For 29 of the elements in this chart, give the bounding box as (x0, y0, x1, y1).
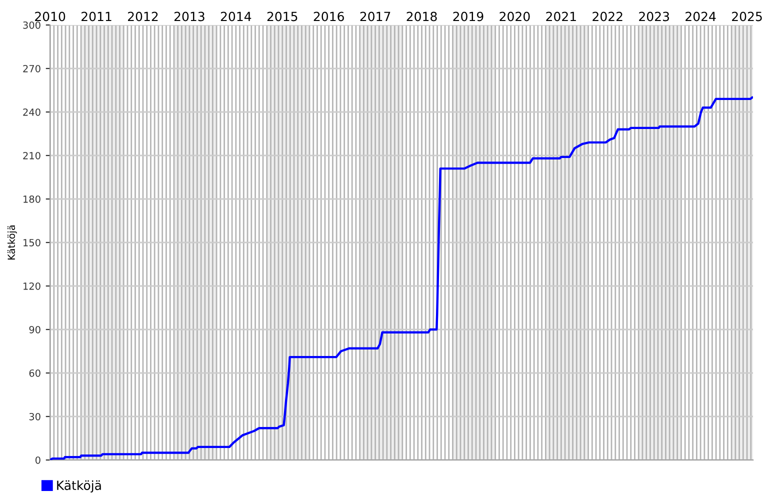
x-tick-label: 2016 (314, 12, 344, 22)
legend-label: Kätköjä (57, 480, 101, 492)
y-tick-label: 0 (35, 456, 40, 464)
x-tick-label: 2015 (267, 12, 298, 22)
x-tick-label: 2013 (174, 12, 204, 22)
x-tick-label: 2024 (686, 12, 716, 22)
y-tick-label: 300 (23, 21, 40, 29)
x-tick-label: 2017 (360, 12, 390, 22)
y-tick-label: 180 (24, 195, 40, 203)
y-tick-label: 150 (24, 238, 40, 246)
x-tick-label: 2023 (639, 12, 669, 22)
x-tick-label: 2022 (592, 12, 622, 22)
y-tick-label: 240 (23, 108, 40, 116)
y-tick-label: 210 (23, 152, 40, 160)
x-tick-label: 2025 (732, 12, 762, 22)
x-tick-label: 2020 (500, 12, 530, 22)
x-tick-label: 2014 (220, 12, 252, 22)
x-tick-label: 2010 (35, 12, 66, 22)
x-tick-label: 2011 (82, 12, 112, 22)
y-tick-label: 90 (29, 326, 40, 334)
x-tick-label: 2012 (128, 12, 158, 22)
y-tick-label: 270 (23, 64, 40, 72)
y-tick-label: 30 (29, 412, 40, 420)
y-tick-label: 120 (24, 282, 40, 290)
x-tick-label: 2018 (406, 12, 437, 22)
x-tick-label: 2021 (546, 12, 576, 22)
y-axis-title: Kätköjä (8, 225, 17, 260)
y-tick-label: 60 (29, 369, 40, 377)
x-tick-label: 2019 (453, 12, 484, 22)
